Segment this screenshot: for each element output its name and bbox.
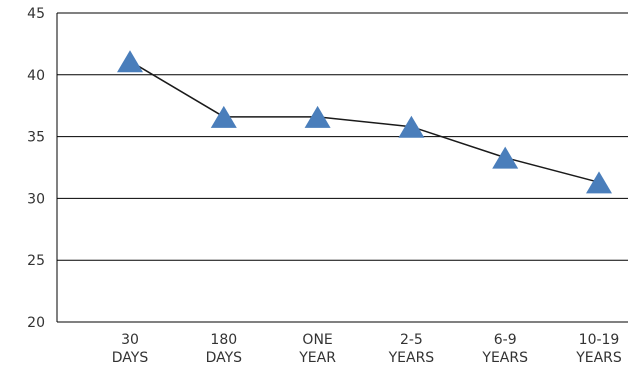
x-tick-label-4-1: YEARS (481, 350, 528, 366)
x-tick-label-4-0: 6-9 (494, 332, 517, 348)
series-group (117, 50, 612, 194)
x-tick-label-3-1: YEARS (388, 350, 435, 366)
data-point-marker-1 (210, 105, 237, 128)
data-point-marker-3 (398, 115, 425, 138)
series-line-0 (129, 60, 600, 184)
x-tick-label-0-0: 30 (121, 332, 139, 348)
x-tick-label-3-0: 2-5 (400, 332, 423, 348)
data-point-marker-0 (117, 50, 143, 73)
y-axis-ticks: 20 25 30 35 40 45 (27, 6, 45, 331)
x-tick-label-1-0: 180 (210, 332, 237, 348)
y-tick-label-35: 35 (27, 130, 45, 146)
y-tick-label-25: 25 (27, 253, 45, 269)
y-tick-label-20: 20 (27, 315, 45, 331)
x-tick-label-0-1: DAYS (112, 350, 149, 366)
data-point-marker-5 (586, 171, 612, 194)
x-tick-label-5-0: 10-19 (579, 332, 620, 348)
data-point-marker-4 (492, 146, 519, 169)
x-tick-label-1-1: DAYS (206, 350, 243, 366)
y-tick-label-45: 45 (27, 6, 45, 22)
x-tick-label-2-1: YEAR (298, 350, 336, 366)
x-axis-ticks: 30 DAYS 180 DAYS ONE YEAR 2-5 YEARS 6-9 YEARS 10-1… (112, 332, 622, 366)
y-tick-label-40: 40 (27, 68, 45, 84)
y-tick-label-30: 30 (27, 191, 45, 207)
data-point-marker-2 (304, 105, 331, 128)
x-tick-label-5-1: YEARS (575, 350, 622, 366)
x-tick-label-2-0: ONE (302, 332, 332, 348)
